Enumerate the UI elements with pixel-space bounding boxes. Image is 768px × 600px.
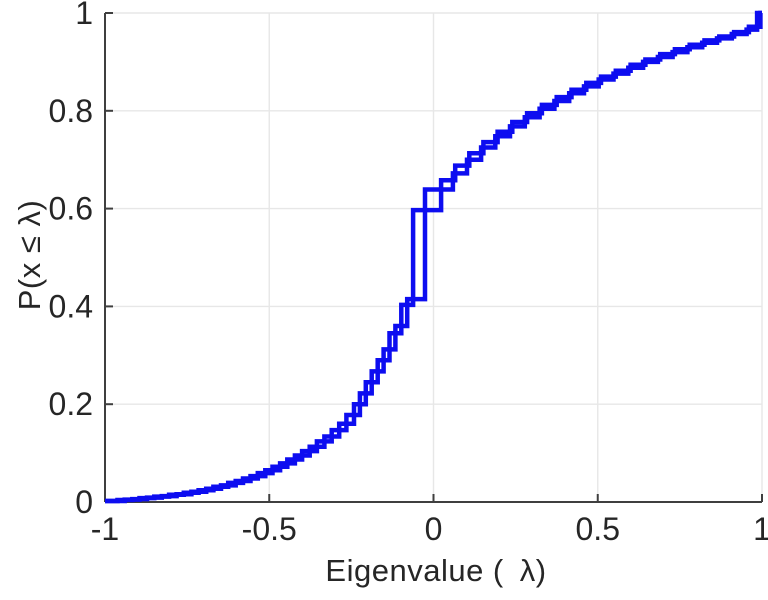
y-tick-label: 0.8 [49, 93, 93, 129]
y-tick-label: 1 [75, 0, 93, 31]
y-axis-label: P(x ≤ λ) [12, 199, 47, 311]
y-tick-label: 0.4 [49, 288, 93, 324]
x-tick-label: 1 [753, 511, 768, 547]
x-tick-label: 0.5 [576, 511, 620, 547]
x-tick-label: -1 [91, 511, 119, 547]
x-tick-label: 0 [425, 511, 443, 547]
x-tick-label: -0.5 [242, 511, 297, 547]
y-tick-label: 0.6 [49, 191, 93, 227]
y-tick-label: 0.2 [49, 386, 93, 422]
y-tick-label: 0 [75, 484, 93, 520]
x-axis-label: Eigenvalue ( λ) [325, 553, 547, 588]
cdf-series-2 [105, 10, 762, 504]
